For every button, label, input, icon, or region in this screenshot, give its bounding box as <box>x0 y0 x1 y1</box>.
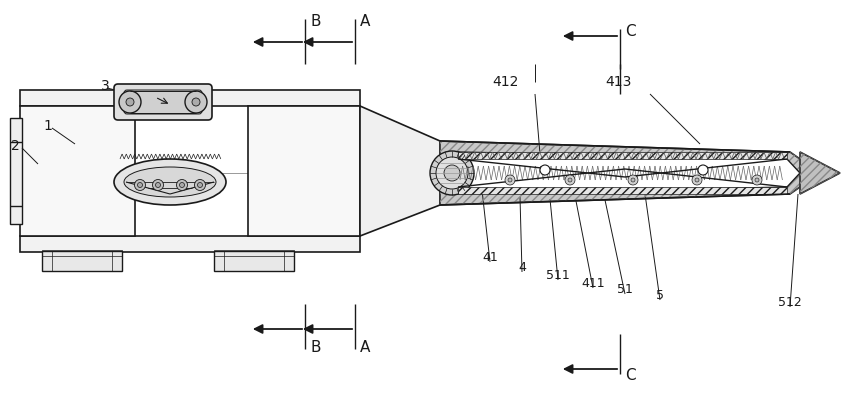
Circle shape <box>628 175 638 185</box>
Circle shape <box>138 183 142 187</box>
Bar <box>214 251 294 271</box>
Polygon shape <box>440 141 820 205</box>
Circle shape <box>568 178 572 182</box>
Polygon shape <box>800 152 840 194</box>
Circle shape <box>755 178 759 182</box>
Circle shape <box>695 178 699 182</box>
Text: 3: 3 <box>101 79 109 93</box>
Circle shape <box>430 151 474 195</box>
Text: 2: 2 <box>11 139 20 153</box>
Polygon shape <box>458 152 787 159</box>
Text: 412: 412 <box>492 75 519 89</box>
Bar <box>20 90 360 106</box>
Bar <box>20 236 360 252</box>
Circle shape <box>565 175 575 185</box>
Circle shape <box>508 178 512 182</box>
Circle shape <box>126 98 134 106</box>
Text: 5: 5 <box>656 289 664 302</box>
Circle shape <box>752 175 762 185</box>
Circle shape <box>698 165 708 175</box>
FancyBboxPatch shape <box>114 84 212 120</box>
Text: B: B <box>310 339 321 354</box>
Text: 411: 411 <box>581 277 605 290</box>
Text: A: A <box>360 13 371 29</box>
Circle shape <box>119 91 141 113</box>
Polygon shape <box>458 152 800 194</box>
Text: 512: 512 <box>778 296 802 309</box>
Bar <box>42 251 122 271</box>
Circle shape <box>444 165 460 181</box>
Circle shape <box>540 165 550 175</box>
Circle shape <box>197 183 202 187</box>
Bar <box>20 106 135 236</box>
Text: A: A <box>360 339 371 354</box>
Circle shape <box>177 179 188 191</box>
Ellipse shape <box>124 167 216 197</box>
Bar <box>42 250 122 256</box>
Text: 41: 41 <box>482 251 498 264</box>
Circle shape <box>195 179 206 191</box>
Polygon shape <box>458 187 787 194</box>
Text: B: B <box>310 13 321 29</box>
Circle shape <box>692 175 702 185</box>
Polygon shape <box>360 106 440 236</box>
Bar <box>248 106 360 236</box>
Text: 1: 1 <box>43 119 52 133</box>
Bar <box>10 118 22 224</box>
Text: C: C <box>625 368 635 383</box>
Circle shape <box>156 183 161 187</box>
Bar <box>214 250 294 256</box>
Circle shape <box>135 179 146 191</box>
Circle shape <box>185 91 207 113</box>
Text: C: C <box>625 25 635 40</box>
Circle shape <box>192 98 200 106</box>
Circle shape <box>179 183 184 187</box>
Text: 511: 511 <box>547 269 570 282</box>
Text: 51: 51 <box>617 283 633 296</box>
Circle shape <box>436 157 468 189</box>
FancyBboxPatch shape <box>124 90 202 114</box>
Text: 413: 413 <box>605 75 631 89</box>
Text: 4: 4 <box>518 261 526 274</box>
Circle shape <box>631 178 635 182</box>
Circle shape <box>152 179 163 191</box>
Circle shape <box>505 175 515 185</box>
Ellipse shape <box>114 159 226 205</box>
